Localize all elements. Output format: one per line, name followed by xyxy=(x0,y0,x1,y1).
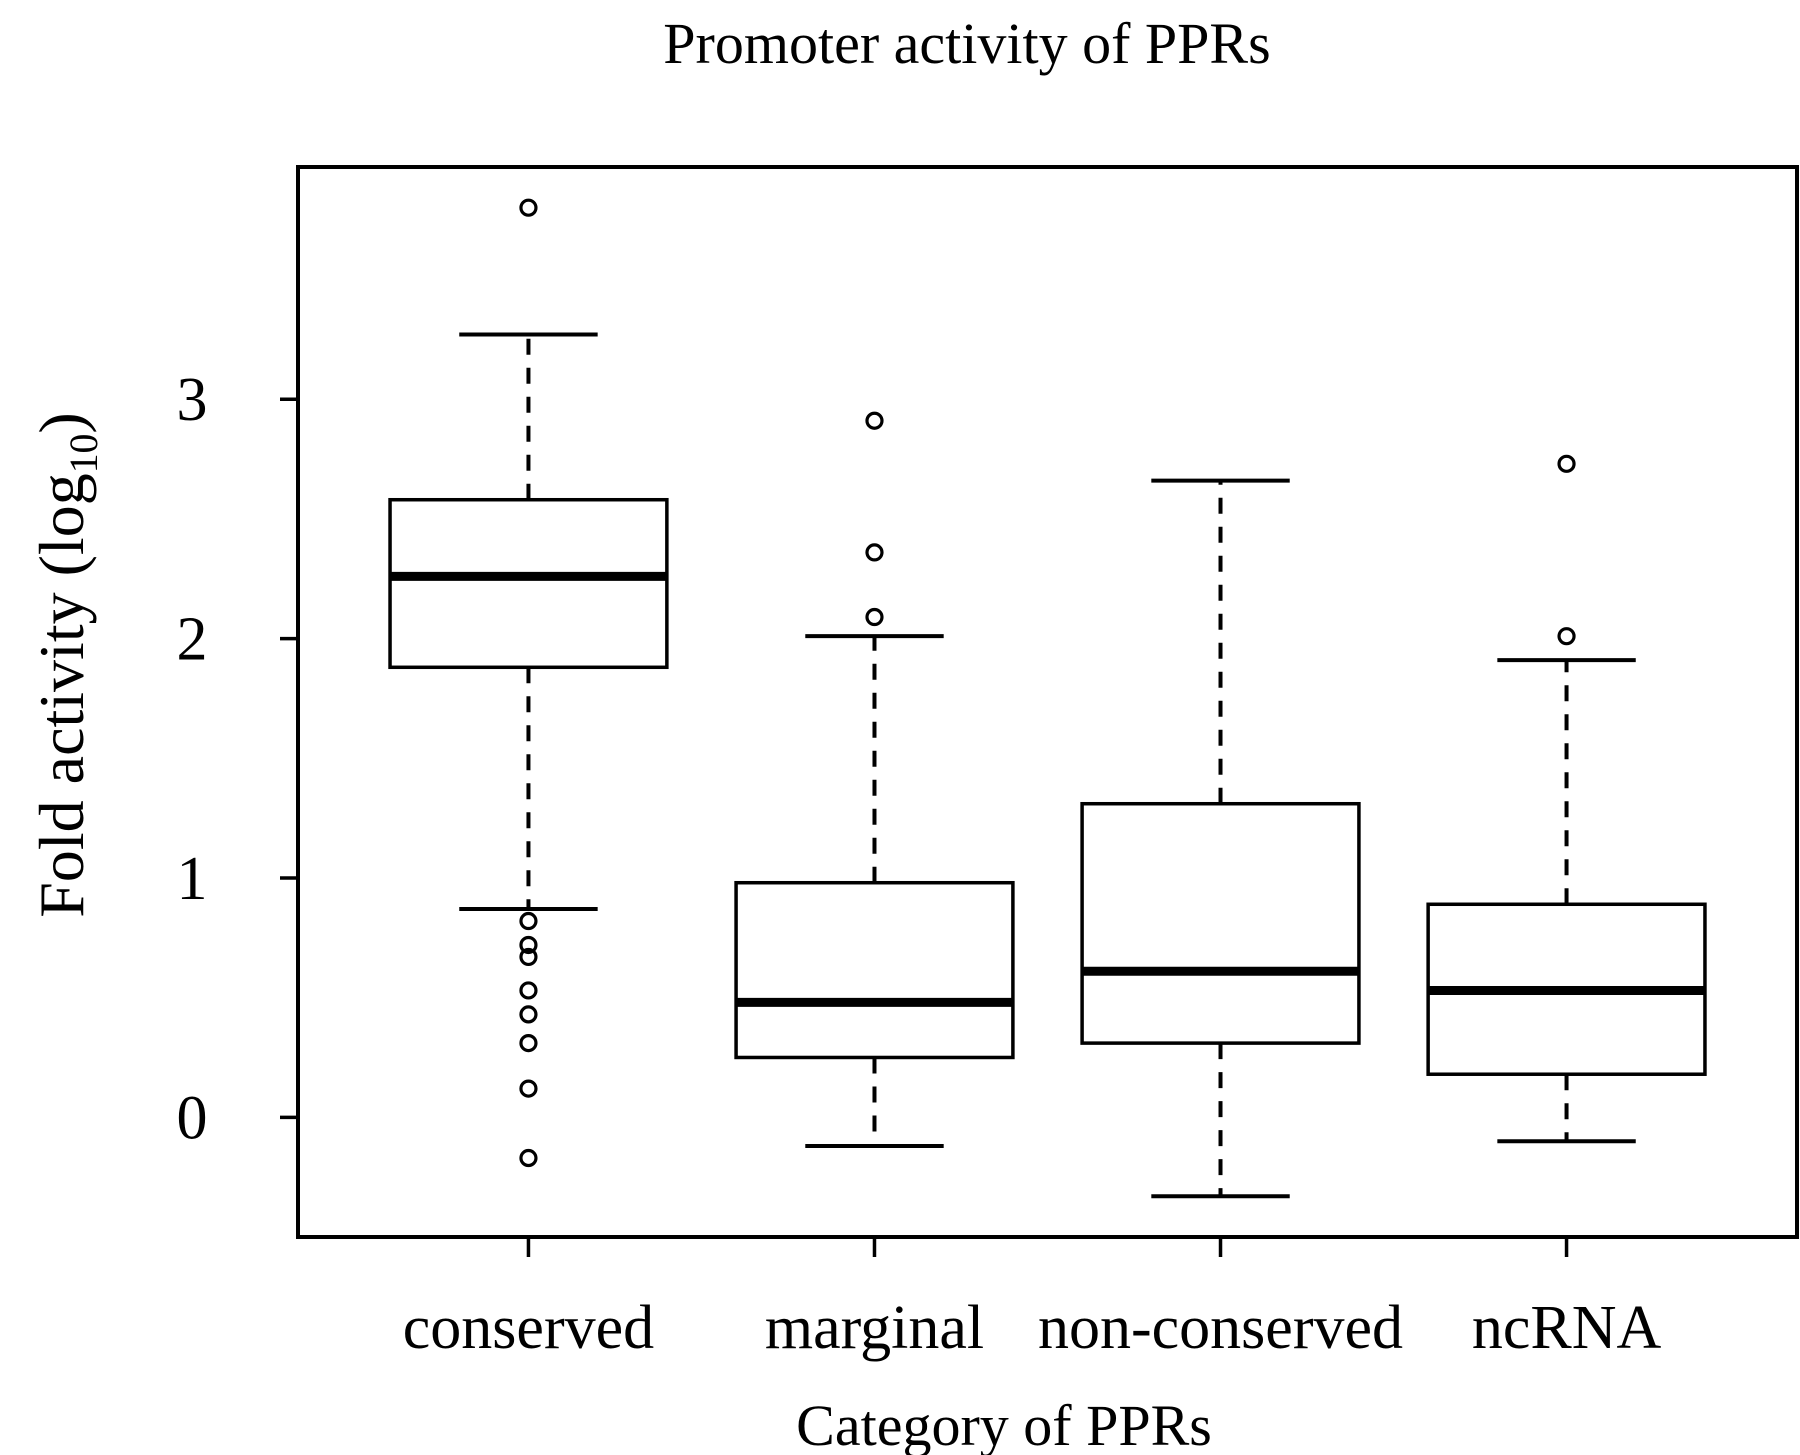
boxplot-non-conserved xyxy=(1080,478,1361,1199)
boxplot-marginal xyxy=(734,411,1015,1149)
outlier-point xyxy=(519,198,538,217)
outlier-point xyxy=(519,1148,538,1168)
x-tick-label-ncRNA: ncRNA xyxy=(1472,1294,1662,1362)
y-tick-label: 1 xyxy=(177,845,208,913)
chart-title: Promoter activity of PPRs xyxy=(663,11,1271,76)
outlier-point xyxy=(1557,627,1576,646)
outlier-point xyxy=(865,411,884,430)
boxplot-conserved xyxy=(388,198,669,1168)
x-tick-label-marginal: marginal xyxy=(765,1294,984,1362)
outlier-point xyxy=(519,911,538,931)
boxplot-ncRNA xyxy=(1426,454,1707,1144)
outlier-point xyxy=(519,1034,538,1053)
x-tick-label-non-conserved: non-conserved xyxy=(1038,1294,1403,1362)
box xyxy=(1080,801,1361,1045)
x-axis-title: Category of PPRs xyxy=(796,1393,1212,1455)
outlier-point xyxy=(519,935,538,955)
y-tick-label: 2 xyxy=(177,606,208,674)
box xyxy=(734,880,1015,1060)
y-tick-label: 3 xyxy=(177,366,208,434)
outlier-point xyxy=(519,1079,538,1098)
outlier-point xyxy=(865,607,884,627)
outlier-point xyxy=(1557,454,1576,473)
outlier-point xyxy=(865,543,884,562)
x-tick-label-conserved: conserved xyxy=(403,1294,654,1362)
plot-border xyxy=(296,165,1799,1239)
outlier-point xyxy=(519,1005,538,1024)
outlier-point xyxy=(519,981,538,1000)
box xyxy=(388,497,669,670)
y-tick-label: 0 xyxy=(177,1084,208,1152)
outlier-point xyxy=(519,947,538,967)
